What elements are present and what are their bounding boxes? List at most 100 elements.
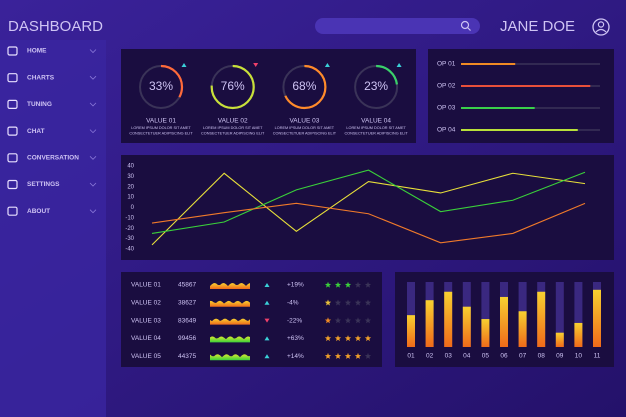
nav-icon xyxy=(7,206,18,216)
gauge-trend xyxy=(396,63,402,67)
gauge-trend xyxy=(181,63,187,67)
nav-chevron xyxy=(89,75,97,80)
row-label: VALUE 03 xyxy=(131,317,161,324)
nav-item[interactable]: HOME xyxy=(27,48,47,55)
gauge-arc xyxy=(138,64,184,110)
operation-name: OP 02 xyxy=(437,83,456,90)
rating-star xyxy=(344,317,352,324)
line-series xyxy=(151,169,586,234)
row-change: +14% xyxy=(287,353,304,360)
bar-label: 09 xyxy=(556,353,564,360)
rating-star xyxy=(344,335,352,342)
rating-star xyxy=(324,299,332,306)
row-sparkline xyxy=(210,300,250,307)
rating-star xyxy=(324,335,332,342)
nav-icon xyxy=(7,153,18,163)
nav-chevron xyxy=(89,102,97,107)
operation-name: OP 04 xyxy=(437,127,456,134)
bar xyxy=(425,300,434,347)
nav-item[interactable]: ABOUT xyxy=(27,208,50,215)
y-tick-label: 0 xyxy=(131,205,135,211)
bar-track xyxy=(555,282,564,347)
nav-icon xyxy=(7,46,18,56)
gauge-caption: CONSECTETUER ADIPISCING ELIT xyxy=(344,132,408,136)
bar xyxy=(407,315,415,347)
row-sparkline xyxy=(210,336,250,343)
bar xyxy=(537,291,546,347)
y-tick-label: 30 xyxy=(127,174,134,180)
y-tick-label: -20 xyxy=(125,226,134,232)
rating-star xyxy=(334,335,342,342)
rating-star xyxy=(364,299,372,306)
rating-star xyxy=(364,335,372,342)
line-series xyxy=(151,172,586,246)
nav-chevron xyxy=(89,182,97,187)
bar-track xyxy=(481,282,490,347)
gauge-caption: LOREM IPSUM DOLOR SIT AMET xyxy=(203,126,263,130)
row-label: VALUE 04 xyxy=(131,335,161,342)
search-icon-handle xyxy=(467,27,471,31)
y-tick-label: 10 xyxy=(127,195,134,201)
bar-label: 06 xyxy=(500,353,508,360)
gauge-trend xyxy=(324,63,330,67)
bar-label: 02 xyxy=(426,353,434,360)
bar xyxy=(574,322,583,347)
rating-star xyxy=(324,281,332,288)
row-number: 38627 xyxy=(178,300,196,307)
bar xyxy=(481,319,490,347)
user-name[interactable]: JANE DOE xyxy=(500,18,575,35)
bar-label: 05 xyxy=(482,353,490,360)
row-sparkline xyxy=(210,318,250,325)
gauge-name: VALUE 02 xyxy=(218,118,248,125)
user-icon[interactable] xyxy=(592,18,610,36)
row-trend xyxy=(264,354,270,359)
nav-chevron xyxy=(89,129,97,134)
y-tick-label: -10 xyxy=(125,215,134,221)
gauge-label: 68% xyxy=(292,79,316,93)
gauge-name: VALUE 01 xyxy=(146,118,176,125)
bar xyxy=(462,306,471,347)
rating-star xyxy=(334,317,342,324)
row-change: -22% xyxy=(287,317,302,324)
gauge-name: VALUE 04 xyxy=(361,118,391,125)
row-trend xyxy=(264,283,270,287)
nav-item[interactable]: CHARTS xyxy=(27,74,55,81)
row-trend xyxy=(264,336,270,341)
line-series xyxy=(151,202,586,244)
row-sparkline xyxy=(210,354,250,361)
bar xyxy=(500,296,508,347)
bar xyxy=(593,289,601,347)
gauge-trend xyxy=(253,63,259,67)
nav-item[interactable]: TUNING xyxy=(27,101,52,108)
rating-star xyxy=(354,299,362,306)
y-tick-label: 20 xyxy=(127,184,134,190)
gauge-label: 23% xyxy=(364,79,388,93)
bar-label: 01 xyxy=(407,353,415,360)
bar xyxy=(518,311,527,347)
nav-item[interactable]: CHAT xyxy=(27,128,45,135)
gauges-panel xyxy=(121,49,416,143)
nav-item[interactable]: CONVERSATION xyxy=(27,155,79,162)
search-icon[interactable] xyxy=(460,20,470,30)
gauge-name: VALUE 03 xyxy=(289,118,319,125)
y-tick-label: -30 xyxy=(125,236,134,242)
search-box[interactable] xyxy=(315,18,480,34)
nav-icon xyxy=(7,73,18,83)
rating-star xyxy=(354,281,362,288)
row-trend xyxy=(264,300,270,305)
user-icon-head xyxy=(597,21,605,28)
line-chart-panel xyxy=(121,155,614,260)
bar-label: 04 xyxy=(463,353,471,360)
rating-star xyxy=(364,352,372,359)
nav-icon xyxy=(7,126,18,136)
row-number: 83649 xyxy=(178,317,196,324)
gauge-caption: LOREM IPSUM DOLOR SIT AMET xyxy=(346,126,406,130)
rating-star xyxy=(334,352,342,359)
row-sparkline xyxy=(210,283,250,289)
row-label: VALUE 02 xyxy=(131,300,161,307)
operation-name: OP 03 xyxy=(437,105,456,112)
nav-item[interactable]: SETTINGS xyxy=(27,181,60,188)
operations-panel xyxy=(428,49,614,143)
